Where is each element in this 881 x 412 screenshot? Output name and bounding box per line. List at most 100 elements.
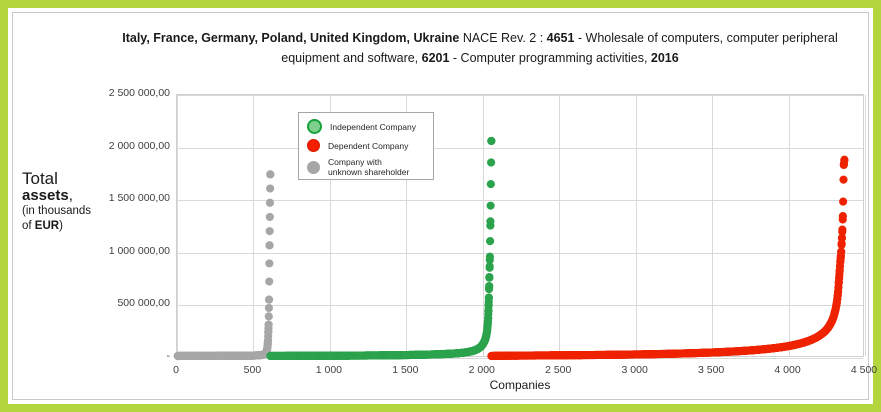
x-axis-tick-label: 4 000	[774, 364, 801, 376]
scatter-point	[371, 351, 380, 360]
scatter-point	[839, 160, 848, 170]
scatter-point	[297, 351, 307, 360]
scatter-point	[538, 351, 547, 360]
scatter-point	[264, 320, 273, 329]
gridline-horizontal	[177, 305, 863, 306]
gridline-vertical	[559, 95, 560, 356]
title-countries: Italy, France, Germany, Poland, United K…	[122, 31, 460, 45]
gridline-vertical	[177, 95, 178, 356]
gridline-vertical	[712, 95, 713, 356]
scatter-point	[487, 158, 496, 167]
y-axis-title-eur: EUR	[34, 220, 60, 232]
scatter-point	[230, 351, 240, 360]
scatter-point	[839, 175, 848, 184]
scatter-point	[427, 350, 436, 359]
scatter-point	[776, 343, 785, 352]
gridline-vertical	[483, 95, 484, 356]
scatter-point	[173, 351, 182, 361]
scatter-point	[266, 184, 275, 193]
scatter-point	[599, 350, 608, 359]
legend-label: Dependent Company	[328, 140, 409, 151]
y-axis-tick-labels: - 500 000,00 1 000 000,00 1 500 000,00 2 000…	[78, 0, 170, 412]
scatter-point	[487, 136, 496, 146]
scatter-point	[554, 351, 563, 360]
scatter-point	[769, 344, 778, 353]
gridline-vertical	[406, 95, 407, 356]
legend-item[interactable]: Dependent Company	[307, 139, 427, 152]
gridline-vertical	[253, 95, 254, 356]
gridline-vertical	[636, 95, 637, 356]
scatter-point	[287, 351, 296, 360]
title-nace-label: NACE Rev. 2 :	[459, 31, 547, 45]
scatter-point	[386, 351, 395, 360]
scatter-point	[741, 346, 751, 355]
scatter-point	[487, 351, 496, 361]
scatter-point	[486, 237, 495, 246]
scatter-point	[454, 349, 464, 358]
y-axis-tick-label: 2 000 000,00	[108, 139, 170, 152]
scatter-point	[264, 303, 274, 313]
scatter-point	[838, 212, 847, 221]
scatter-point	[447, 349, 456, 358]
scatter-point	[264, 295, 274, 304]
x-axis-tick-label: 2 500	[545, 364, 572, 376]
scatter-point	[224, 351, 233, 360]
scatter-point	[761, 345, 770, 354]
scatter-point	[265, 198, 275, 207]
scatter-point	[486, 180, 495, 189]
scatter-point	[486, 217, 495, 226]
scatter-point	[789, 341, 798, 350]
scatter-point	[212, 351, 221, 360]
gridline-vertical	[865, 95, 866, 356]
scatter-point	[236, 351, 246, 360]
scatter-point	[249, 351, 258, 360]
y-axis-tick-label: 500 000,00	[117, 297, 170, 310]
gridline-horizontal	[177, 200, 863, 201]
scatter-point	[265, 212, 274, 222]
scatter-point	[657, 349, 666, 359]
y-axis-tick-label: 2 500 000,00	[108, 87, 170, 99]
y-axis-title-line1: Total	[22, 169, 58, 188]
scatter-point	[200, 351, 209, 360]
scatter-point	[837, 239, 846, 248]
x-axis-tick-label: 500	[243, 364, 262, 376]
scatter-point	[705, 348, 714, 357]
scatter-point	[718, 347, 727, 357]
y-axis-title-assets: assets	[22, 187, 69, 204]
x-axis-tick-label: 0	[173, 364, 179, 376]
scatter-point	[279, 351, 288, 360]
title-nace-code-6201: 6201	[421, 51, 450, 65]
legend-label-line1: Company with	[328, 157, 382, 167]
scatter-series	[266, 136, 496, 361]
scatter-point	[266, 351, 275, 361]
gridline-vertical	[330, 95, 331, 356]
plot-area	[173, 94, 866, 361]
gridline-vertical	[789, 95, 790, 356]
x-axis-tick-label: 2 000	[468, 364, 495, 376]
title-year: 2016	[650, 51, 679, 65]
x-axis-tick-label: 1 500	[392, 364, 419, 376]
scatter-point	[690, 349, 699, 358]
legend-item[interactable]: Independent Company	[307, 119, 427, 134]
y-axis-tick-label: 1 000 000,00	[108, 244, 170, 257]
legend-label: Independent Company	[330, 121, 417, 132]
scatter-point	[639, 350, 648, 359]
legend-marker-icon	[307, 119, 322, 134]
y-axis-title-line3: (in thousands	[22, 205, 92, 217]
scatter-point	[265, 277, 274, 286]
scatter-point	[266, 170, 275, 179]
scatter-point	[218, 351, 227, 360]
scatter-point	[194, 351, 203, 361]
legend-marker-icon	[307, 160, 320, 174]
x-axis-title: Companies	[489, 378, 551, 392]
scatter-point	[485, 273, 494, 282]
x-axis-tick-label: 4 500	[850, 364, 878, 376]
scatter-point	[730, 347, 740, 356]
y-axis-title-comma: ,	[68, 187, 73, 204]
legend-item[interactable]: Company with unknown shareholder	[307, 157, 427, 177]
scatter-point	[264, 312, 273, 321]
scatter-point	[674, 349, 683, 358]
scatter-point	[325, 351, 334, 360]
scatter-point	[511, 351, 520, 360]
